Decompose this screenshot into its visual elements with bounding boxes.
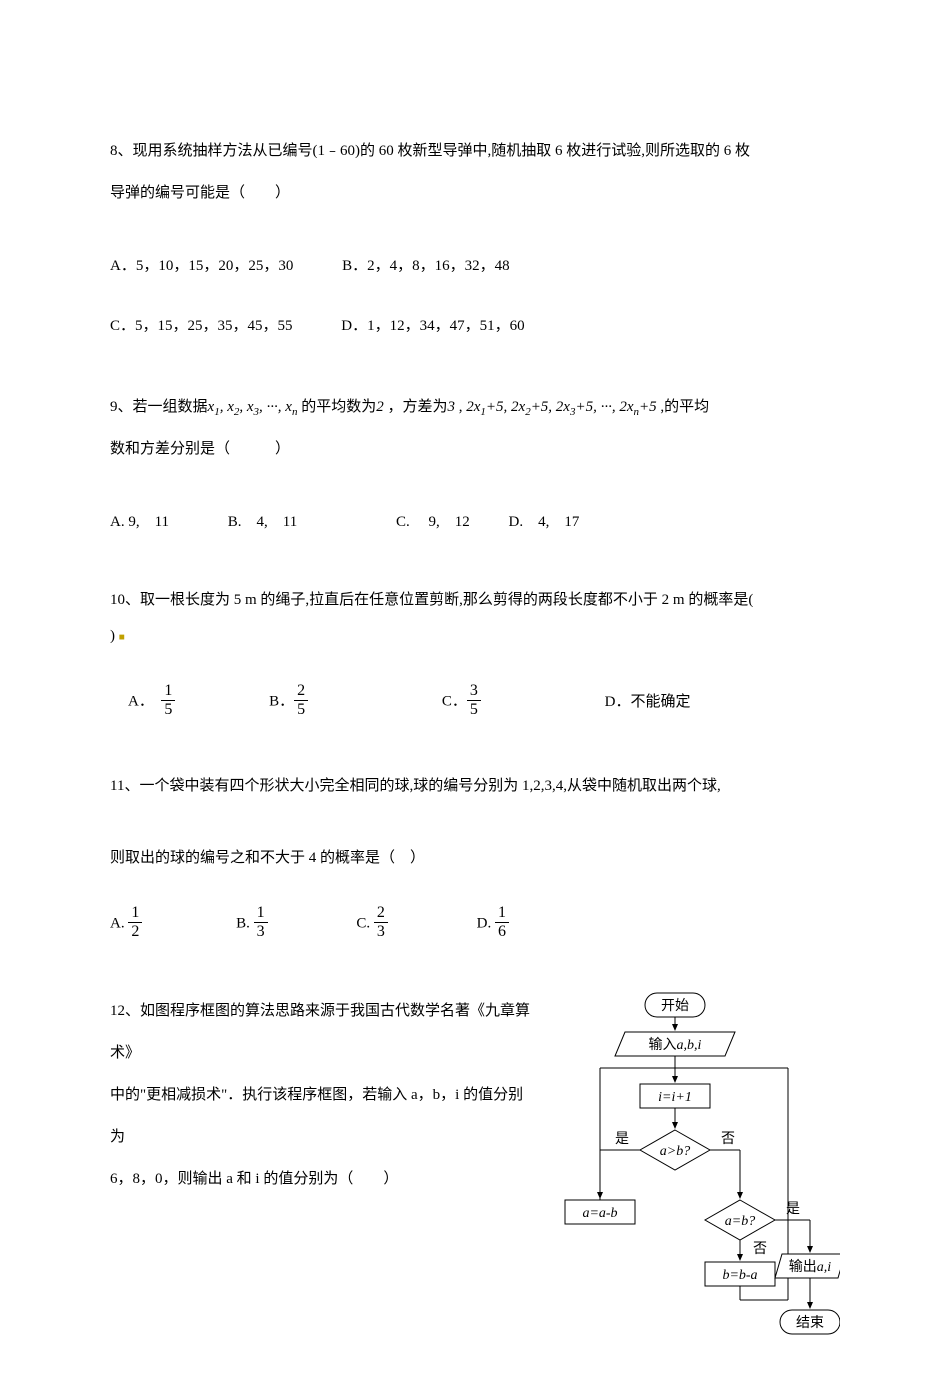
q11-d-num: 1 <box>495 904 509 923</box>
question-10: 10、取一根长度为 5 m 的绳子,拉直后在任意位置剪断,那么剪得的两段长度都不… <box>110 582 840 720</box>
q9-stem-pre: 9、若一组数据 <box>110 399 208 415</box>
q10-option-c: C．35 <box>442 684 481 720</box>
q9-option-c: C. 9, 12 <box>396 510 470 534</box>
q10-c-num: 3 <box>467 682 481 701</box>
q10-a-den: 5 <box>161 701 175 719</box>
q10-b-num: 2 <box>294 682 308 701</box>
q9-stem-line2: 数和方差分别是（ ） <box>110 441 290 457</box>
q10-stem-line2: ) <box>110 628 119 644</box>
q11-option-b: B. 13 <box>236 906 268 942</box>
fc-assign2: b=b-a <box>722 1268 757 1283</box>
q9-stem-mid3: , <box>455 399 463 415</box>
q10-stem-line1: 10、取一根长度为 5 m 的绳子,拉直后在任意位置剪断,那么剪得的两段长度都不… <box>110 592 753 608</box>
question-9: 9、若一组数据x1, x2, x3, ···, xn 的平均数为2 ，方差为3 … <box>110 386 840 534</box>
q9-stem-mid2: ，方差为 <box>384 399 448 415</box>
q11-a-pre: A. <box>110 916 128 932</box>
q10-option-b: B．25 <box>269 684 308 720</box>
q11-c-pre: C. <box>356 916 374 932</box>
q10-b-pre: B． <box>269 694 294 710</box>
fc-input: 输入a,b,i <box>649 1037 702 1053</box>
q10-stem: 10、取一根长度为 5 m 的绳子,拉直后在任意位置剪断,那么剪得的两段长度都不… <box>110 582 840 654</box>
q11-option-a: A. 12 <box>110 906 142 942</box>
fc-cond2: a=b? <box>725 1214 755 1229</box>
q11-b-pre: B. <box>236 916 254 932</box>
fc-cond1: a>b? <box>660 1144 690 1159</box>
q12-stem: 12、如图程序框图的算法思路来源于我国古代数学名著《九章算术》 中的"更相减损术… <box>110 990 540 1200</box>
q8-options-row2: C．5，15，25，35，45，55 D．1，12，34，47，51，60 <box>110 314 840 338</box>
q12-stem-line2: 中的"更相减损术"．执行该程序框图，若输入 a，b，i 的值分别为 <box>110 1087 523 1145</box>
fc-start: 开始 <box>661 998 689 1014</box>
q8-option-b: B．2，4，8，16，32，48 <box>342 254 510 278</box>
q8-option-c: C．5，15，25，35，45，55 <box>110 314 293 338</box>
fc-output: 输出a,i <box>789 1259 832 1275</box>
q8-stem-line1: 8、现用系统抽样方法从已编号(1﹣60)的 60 枚新型导弹中,随机抽取 6 枚… <box>110 143 750 159</box>
fc-no1: 否 <box>721 1132 735 1147</box>
q11-c-num: 2 <box>374 904 388 923</box>
q11-option-d: D. 16 <box>477 906 509 942</box>
q10-c-den: 5 <box>467 701 481 719</box>
q9-option-b: B. 4, 11 <box>228 510 297 534</box>
q10-b-den: 5 <box>294 701 308 719</box>
q12-stem-line3: 6，8，0，则输出 a 和 i 的值分别为（ ） <box>110 1171 398 1187</box>
q10-a-num: 1 <box>161 682 175 701</box>
q9-options: A. 9, 11 B. 4, 11 C. 9, 12 D. 4, 17 <box>110 510 840 534</box>
q12-stem-line1: 12、如图程序框图的算法思路来源于我国古代数学名著《九章算术》 <box>110 1003 530 1061</box>
q11-b-num: 1 <box>254 904 268 923</box>
q11-b-den: 3 <box>254 923 268 941</box>
q11-d-pre: D. <box>477 916 495 932</box>
q9-data-seq2: 2x1+5, 2x2+5, 2x3+5, ···, 2xn+5 <box>466 399 656 415</box>
fc-yes1: 是 <box>615 1132 629 1147</box>
q11-a-num: 1 <box>128 904 142 923</box>
q9-stem: 9、若一组数据x1, x2, x3, ···, xn 的平均数为2 ，方差为3 … <box>110 386 840 470</box>
q8-options-row1: A．5，10，15，20，25，30 B．2，4，8，16，32，48 <box>110 254 840 278</box>
fc-no2: 否 <box>753 1242 767 1257</box>
q11-stem-line2: 则取出的球的编号之和不大于 4 的概率是（ ） <box>110 850 425 866</box>
q10-options: A． 15 B．25 C．35 D．不能确定 <box>110 684 840 720</box>
q11-a-den: 2 <box>128 923 142 941</box>
q11-stem-line1: 11、一个袋中装有四个形状大小完全相同的球,球的编号分别为 1,2,3,4,从袋… <box>110 778 721 794</box>
q10-option-d: D．不能确定 <box>605 690 691 714</box>
q9-data-seq: x1, x2, x3, ···, xn <box>208 399 298 415</box>
q8-option-a: A．5，10，15，20，25，30 <box>110 254 293 278</box>
flowchart-diagram: 开始 输入a,b,i i=i+1 a>b? 是 <box>540 990 840 1345</box>
q9-stem-mid: 的平均数为 <box>297 399 376 415</box>
q11-c-den: 3 <box>374 923 388 941</box>
q10-a-pre: A． <box>128 694 161 710</box>
q11-options: A. 12 B. 13 C. 23 D. 16 <box>110 906 840 942</box>
question-12: 12、如图程序框图的算法思路来源于我国古代数学名著《九章算术》 中的"更相减损术… <box>110 990 840 1345</box>
q11-d-den: 6 <box>495 923 509 941</box>
q9-option-a: A. 9, 11 <box>110 510 169 534</box>
fc-step: i=i+1 <box>658 1090 692 1105</box>
q10-option-a: A． 15 <box>128 684 175 720</box>
q11-stem: 11、一个袋中装有四个形状大小完全相同的球,球的编号分别为 1,2,3,4,从袋… <box>110 768 840 876</box>
q8-option-d: D．1，12，34，47，51，60 <box>341 314 524 338</box>
q11-option-c: C. 23 <box>356 906 388 942</box>
q10-c-pre: C． <box>442 694 467 710</box>
q9-two: 2 <box>376 399 384 415</box>
fc-end: 结束 <box>796 1315 824 1331</box>
q9-option-d: D. 4, 17 <box>509 510 580 534</box>
fc-assign1: a=a-b <box>582 1206 617 1221</box>
question-11: 11、一个袋中装有四个形状大小完全相同的球,球的编号分别为 1,2,3,4,从袋… <box>110 768 840 942</box>
question-8: 8、现用系统抽样方法从已编号(1﹣60)的 60 枚新型导弹中,随机抽取 6 枚… <box>110 130 840 338</box>
q8-stem: 8、现用系统抽样方法从已编号(1﹣60)的 60 枚新型导弹中,随机抽取 6 枚… <box>110 130 840 214</box>
q9-three: 3 <box>447 399 455 415</box>
q9-stem-post: ,的平均 <box>657 399 710 415</box>
dot-marker: ■ <box>119 632 125 643</box>
q8-stem-line2: 导弹的编号可能是（ ） <box>110 185 290 201</box>
